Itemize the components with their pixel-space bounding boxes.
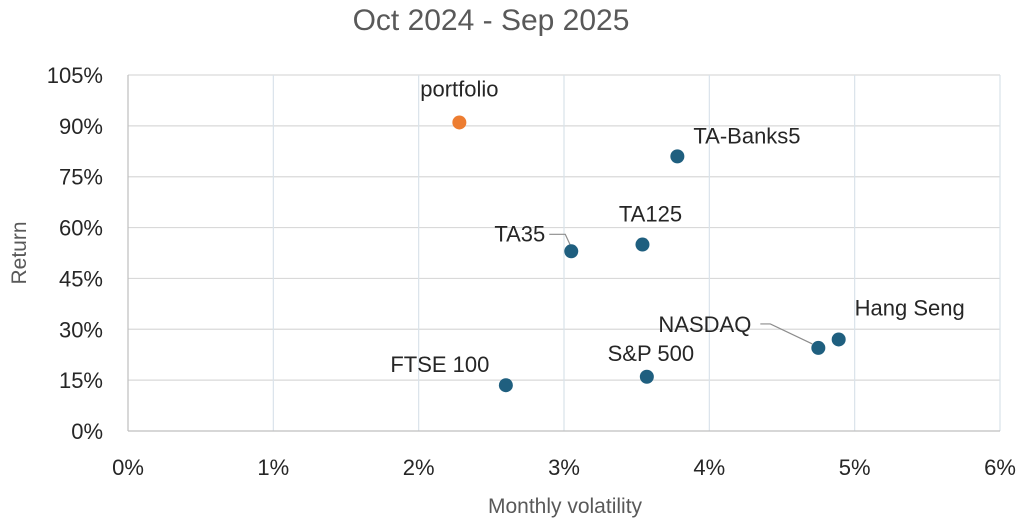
data-point bbox=[831, 332, 846, 347]
data-point bbox=[670, 149, 685, 164]
axis-layer: 0% 15% 30% 45% 60% 75% 90% 105% 0% 1% 2% 3% 4% 5% 6% bbox=[47, 63, 1016, 480]
data-point-label: portfolio bbox=[420, 76, 498, 101]
grid-layer bbox=[127, 74, 1001, 431]
y-tick-label: 105% bbox=[47, 63, 103, 88]
chart-title: Oct 2024 - Sep 2025 bbox=[353, 4, 630, 37]
x-tick-label: 4% bbox=[693, 455, 725, 480]
x-tick-label: 2% bbox=[403, 455, 435, 480]
label-leader-line bbox=[760, 323, 813, 345]
y-tick-label: 75% bbox=[59, 165, 103, 190]
data-point bbox=[639, 369, 654, 384]
data-point bbox=[564, 244, 579, 259]
data-point-label: S&P 500 bbox=[608, 341, 694, 366]
y-tick-label: 90% bbox=[59, 114, 103, 139]
data-point-label: NASDAQ bbox=[658, 312, 751, 337]
y-tick-label: 15% bbox=[59, 368, 103, 393]
y-axis-label: Return bbox=[8, 221, 31, 284]
data-point-label: FTSE 100 bbox=[390, 352, 489, 377]
data-point-label: TA35 bbox=[494, 221, 545, 246]
x-tick-label: 0% bbox=[112, 455, 144, 480]
x-tick-label: 1% bbox=[257, 455, 289, 480]
y-tick-label: 30% bbox=[59, 317, 103, 342]
x-tick-label: 6% bbox=[984, 455, 1016, 480]
data-point-label: TA-Banks5 bbox=[693, 123, 800, 148]
data-point-label: TA125 bbox=[619, 202, 682, 227]
y-tick-label: 60% bbox=[59, 216, 103, 241]
y-tick-label: 0% bbox=[71, 419, 103, 444]
x-axis-label: Monthly volatility bbox=[488, 495, 643, 518]
data-point bbox=[498, 378, 513, 393]
data-point bbox=[635, 237, 650, 252]
label-leader-line bbox=[549, 233, 572, 248]
data-point bbox=[452, 115, 467, 130]
data-point-label: Hang Seng bbox=[855, 295, 965, 320]
data-point bbox=[811, 340, 826, 355]
x-tick-label: 3% bbox=[548, 455, 580, 480]
x-tick-label: 5% bbox=[839, 455, 871, 480]
label-layer: portfolio TA-Banks5 TA35 TA125 Hang Seng NASD… bbox=[390, 76, 964, 377]
y-tick-label: 45% bbox=[59, 266, 103, 291]
point-layer bbox=[452, 115, 846, 393]
leader-layer bbox=[549, 233, 813, 345]
